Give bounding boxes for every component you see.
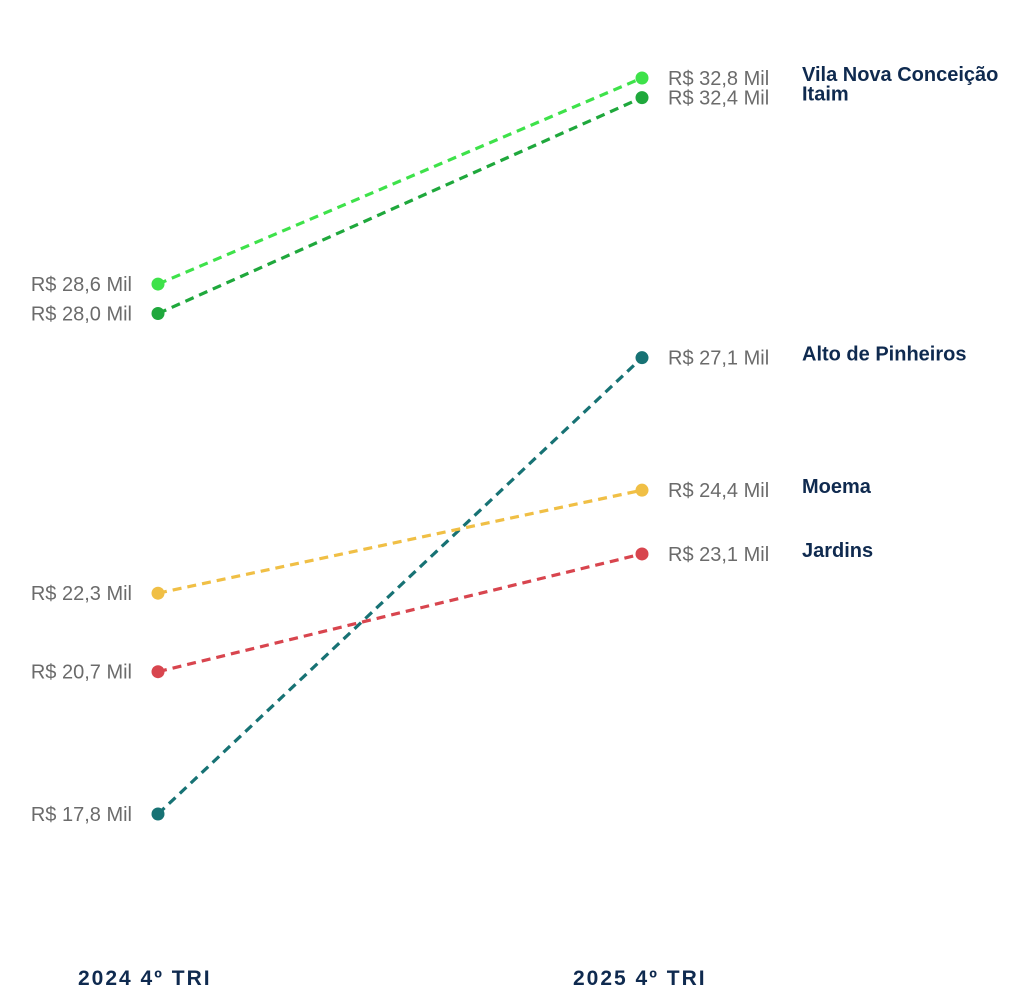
series-moema: R$ 22,3 Mil R$ 24,4 Mil Moema <box>31 476 872 605</box>
series-name-label-moema: Moema <box>802 476 872 498</box>
value-label-2024-moema: R$ 22,3 Mil <box>31 583 132 605</box>
series-line-itaim <box>157 96 643 315</box>
value-label-2024-alto-de-pinheiros: R$ 17,8 Mil <box>31 804 132 826</box>
series-jardins: R$ 20,7 Mil R$ 23,1 Mil Jardins <box>31 540 873 684</box>
series-vila-nova-conceicao: R$ 28,6 Mil R$ 32,8 Mil Vila Nova Conceiçã… <box>31 64 999 296</box>
series-layer: R$ 28,6 Mil R$ 32,8 Mil Vila Nova Conceiçã… <box>31 64 999 826</box>
value-label-2024-jardins: R$ 20,7 Mil <box>31 662 132 684</box>
series-line-moema <box>157 488 643 595</box>
point-2024-alto-de-pinheiros <box>151 807 165 821</box>
series-alto-de-pinheiros: R$ 17,8 Mil R$ 27,1 Mil Alto de Pinheiros <box>31 344 967 826</box>
value-label-2025-itaim: R$ 32,4 Mil <box>668 88 769 110</box>
series-line-jardins <box>157 552 643 674</box>
series-line-alto-de-pinheiros <box>156 356 644 816</box>
series-name-label-alto-de-pinheiros: Alto de Pinheiros <box>802 344 966 366</box>
point-2025-jardins <box>635 547 649 561</box>
value-label-2025-moema: R$ 24,4 Mil <box>668 480 769 502</box>
series-itaim: R$ 28,0 Mil R$ 32,4 Mil Itaim <box>31 84 849 326</box>
value-label-2024-itaim: R$ 28,0 Mil <box>31 304 132 326</box>
value-label-2025-jardins: R$ 23,1 Mil <box>668 544 769 566</box>
point-2025-vila-nova-conceicao <box>635 71 649 85</box>
series-name-label-itaim: Itaim <box>802 84 849 106</box>
point-2024-vila-nova-conceicao <box>151 277 165 291</box>
series-name-label-jardins: Jardins <box>802 540 873 562</box>
series-name-label-vila-nova-conceicao: Vila Nova Conceição <box>802 64 998 86</box>
point-2025-alto-de-pinheiros <box>635 351 649 365</box>
x-category-label-2025: 2025 4º TRI <box>573 967 707 990</box>
value-label-2025-vila-nova-conceicao: R$ 32,8 Mil <box>668 68 769 90</box>
value-label-2024-vila-nova-conceicao: R$ 28,6 Mil <box>31 274 132 296</box>
point-2025-itaim <box>635 91 649 105</box>
point-2024-moema <box>151 586 165 600</box>
value-label-2025-alto-de-pinheiros: R$ 27,1 Mil <box>668 348 769 370</box>
x-category-label-2024: 2024 4º TRI <box>78 967 212 990</box>
point-2025-moema <box>635 483 649 497</box>
series-line-vila-nova-conceicao <box>157 76 643 286</box>
point-2024-jardins <box>151 665 165 679</box>
point-2024-itaim <box>151 307 165 321</box>
